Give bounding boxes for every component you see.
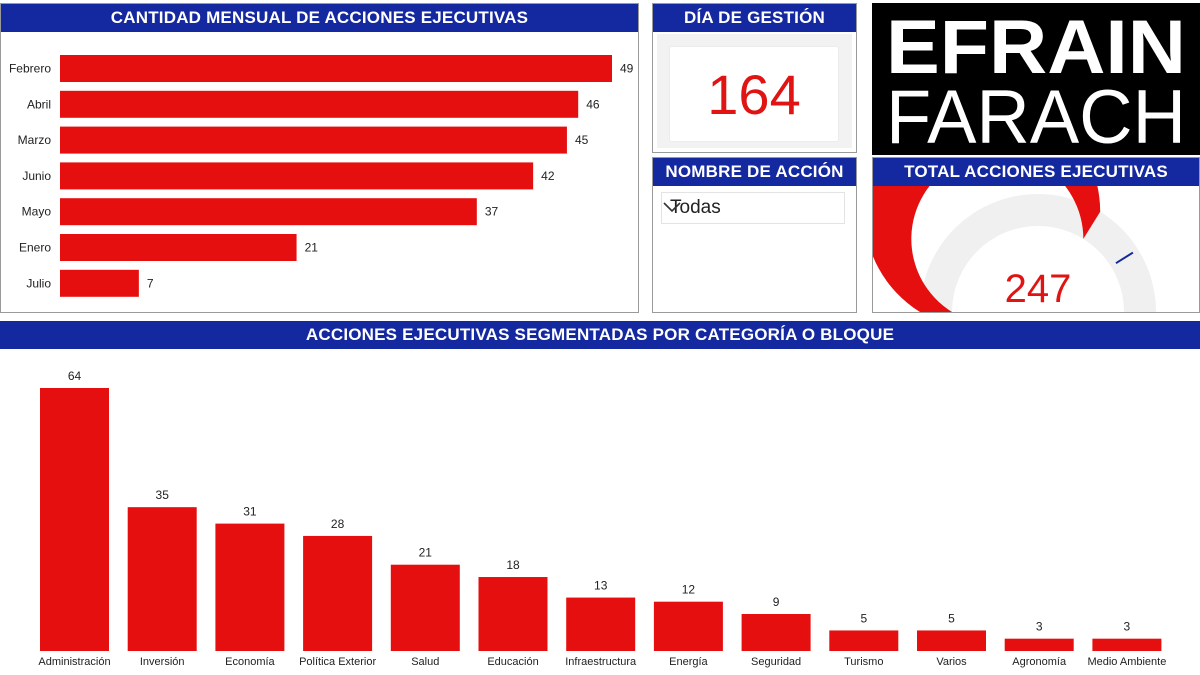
category-actions-title: ACCIONES EJECUTIVAS SEGMENTADAS POR CATE… [0, 321, 1200, 349]
month-label: Enero [19, 241, 51, 255]
action-name-dropdown[interactable]: Todas [661, 192, 845, 224]
month-value-label: 42 [541, 169, 555, 183]
category-value-label: 5 [860, 611, 867, 625]
month-label: Julio [26, 276, 51, 290]
category-label: Infraestructura [565, 656, 637, 668]
category-bar[interactable] [127, 507, 197, 651]
total-actions-gauge: 247 [873, 186, 1156, 312]
category-value-label: 5 [948, 611, 955, 625]
month-bar[interactable] [60, 234, 297, 261]
category-label: Turismo [844, 656, 883, 668]
month-label: Marzo [18, 133, 52, 147]
monthly-actions-title: CANTIDAD MENSUAL DE ACCIONES EJECUTIVAS [1, 4, 638, 32]
month-value-label: 49 [620, 62, 634, 76]
category-value-label: 3 [1124, 620, 1131, 634]
category-label: Educación [487, 656, 538, 668]
category-label: Energía [669, 656, 708, 668]
month-bar[interactable] [60, 269, 139, 297]
month-bar[interactable] [60, 90, 579, 118]
category-bar[interactable] [40, 388, 109, 651]
category-label: Salud [411, 656, 439, 668]
category-bar[interactable] [566, 597, 636, 651]
category-value-label: 31 [243, 505, 257, 519]
category-label: Agronomía [1012, 656, 1067, 668]
total-actions-value: 247 [1005, 267, 1072, 311]
category-bar[interactable] [215, 523, 285, 651]
category-bar[interactable] [1092, 638, 1162, 651]
category-bar[interactable] [741, 614, 811, 651]
month-bar[interactable] [60, 55, 612, 82]
category-value-label: 13 [594, 579, 608, 593]
efrain-farach-logo: EFRAIN FARACH [872, 3, 1200, 155]
month-label: Mayo [22, 205, 52, 219]
management-day-title: DÍA DE GESTIÓN [653, 4, 856, 32]
category-value-label: 64 [68, 369, 82, 383]
category-label: Varios [936, 656, 967, 668]
management-day-panel: DÍA DE GESTIÓN 164 [652, 3, 857, 153]
category-value-label: 12 [682, 583, 696, 597]
month-value-label: 21 [305, 241, 319, 255]
category-bar[interactable] [917, 630, 986, 651]
gauge-track [920, 194, 1156, 312]
category-bar[interactable] [390, 564, 460, 651]
category-label: Política Exterior [299, 656, 376, 668]
monthly-actions-chart: Febrero 49 Abril 46 Marzo 45 Junio 42 Mayo 37 Ener… [9, 55, 634, 297]
month-value-label: 37 [485, 205, 499, 219]
category-label: Economía [225, 656, 275, 668]
month-bar[interactable] [60, 162, 534, 190]
month-label: Febrero [9, 62, 51, 76]
category-value-label: 35 [156, 488, 170, 502]
monthly-actions-panel: CANTIDAD MENSUAL DE ACCIONES EJECUTIVAS … [0, 3, 639, 313]
category-actions-chart: 64Administración35Inversión31Economía28P… [38, 369, 1166, 668]
logo-line-1: EFRAIN [886, 5, 1186, 90]
category-value-label: 28 [331, 517, 345, 531]
category-value-label: 3 [1036, 620, 1043, 634]
category-bar[interactable] [303, 535, 373, 651]
category-value-label: 9 [773, 595, 780, 609]
category-value-label: 18 [506, 558, 520, 572]
category-label: Seguridad [751, 656, 801, 668]
month-value-label: 7 [147, 276, 154, 290]
month-value-label: 46 [586, 97, 600, 111]
gauge-value-arc [873, 186, 1101, 312]
month-bar[interactable] [60, 198, 477, 226]
category-value-label: 21 [419, 546, 433, 560]
logo-line-2: FARACH [886, 75, 1186, 155]
total-actions-title: TOTAL ACCIONES EJECUTIVAS [873, 158, 1199, 186]
month-label: Abril [27, 97, 51, 111]
category-label: Medio Ambiente [1087, 656, 1166, 668]
total-actions-panel: TOTAL ACCIONES EJECUTIVAS 247 [872, 157, 1200, 313]
category-label: Inversión [140, 656, 185, 668]
month-bar[interactable] [60, 126, 567, 154]
action-name-selected: Todas [670, 197, 721, 218]
management-day-value: 164 [669, 46, 839, 142]
chevron-down-icon[interactable] [662, 200, 682, 214]
category-bar[interactable] [478, 577, 548, 651]
action-name-filter-panel: NOMBRE DE ACCIÓN Todas [652, 157, 857, 313]
category-bar[interactable] [653, 601, 723, 651]
gauge-target-marker [1115, 251, 1134, 265]
category-bar[interactable] [1004, 638, 1074, 651]
month-label: Junio [22, 169, 51, 183]
action-name-filter-title: NOMBRE DE ACCIÓN [653, 158, 856, 186]
month-value-label: 45 [575, 133, 589, 147]
category-label: Administración [38, 656, 110, 668]
category-actions-panel: ACCIONES EJECUTIVAS SEGMENTADAS POR CATE… [0, 321, 1200, 675]
category-bar[interactable] [829, 630, 899, 651]
